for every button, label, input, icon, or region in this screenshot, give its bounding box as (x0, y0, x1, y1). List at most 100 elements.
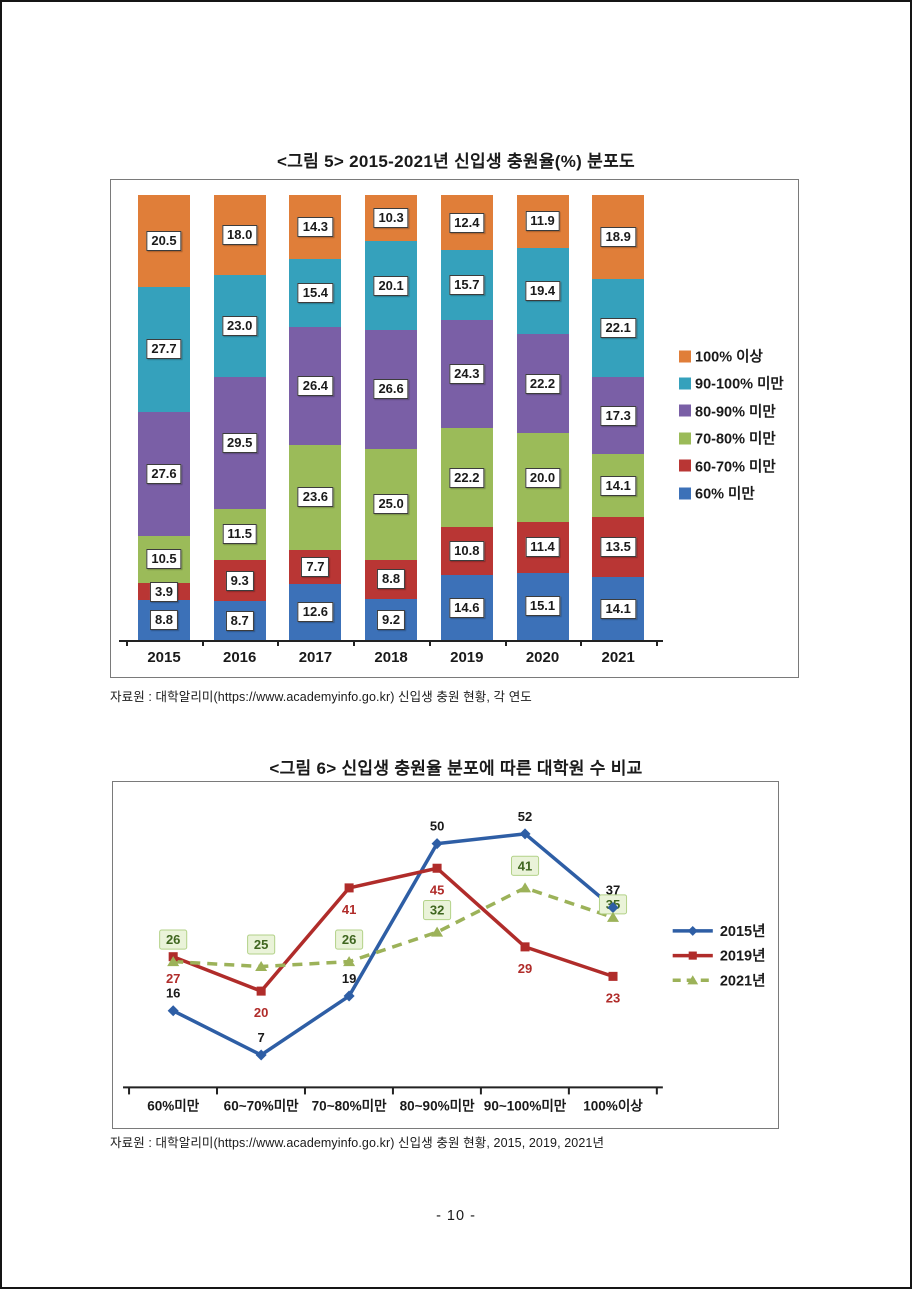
data-point-label: 16 (166, 986, 180, 1001)
legend-item: 90-100% 미만 (679, 373, 784, 394)
data-point-marker (255, 1049, 267, 1061)
x-axis-label: 2021 (601, 649, 635, 666)
legend-item: 100% 이상 (679, 346, 763, 367)
bar-value-label: 14.3 (297, 216, 334, 237)
x-axis-tick (353, 640, 356, 646)
bar-value-label: 20.5 (146, 231, 182, 252)
data-point-label: 37 (606, 883, 620, 898)
bar-value-label: 14.1 (600, 598, 636, 619)
bar-value-label: 9.2 (377, 609, 406, 630)
legend-label: 60% 미만 (695, 486, 755, 503)
data-point-label: 45 (430, 882, 444, 897)
bar-value-label: 9.3 (225, 570, 254, 591)
x-axis-tick (655, 640, 658, 646)
legend-label: 100% 이상 (695, 349, 763, 366)
bar-value-label: 12.6 (297, 601, 334, 622)
bar-value-label: 26.4 (297, 375, 334, 396)
bar-value-label: 18.0 (222, 225, 258, 246)
data-point-label-box (510, 855, 540, 876)
bar-value-label: 20.1 (373, 275, 409, 296)
figure6-source-note: 자료원 : 대학알리미(https://www.academyinfo.go.k… (110, 1136, 605, 1150)
legend-label: 60-70% 미만 (695, 459, 776, 476)
data-point-label: 41 (342, 902, 356, 917)
legend-label: 2019년 (720, 948, 766, 965)
bar-value-label: 22.2 (524, 373, 561, 394)
bar-value-label: 15.7 (449, 275, 485, 296)
data-point-label: 26 (166, 932, 180, 947)
bar-value-label: 10.8 (449, 541, 485, 561)
figure5-source-note: 자료원 : 대학알리미(https://www.academyinfo.go.k… (110, 690, 532, 704)
x-axis-label: 2016 (223, 649, 257, 666)
line-series (172, 832, 615, 1058)
x-axis-label: 70~80%미만 (312, 1098, 387, 1113)
data-point-label: 19 (342, 971, 356, 986)
data-point-marker (167, 1005, 179, 1017)
x-axis-tick (504, 640, 507, 646)
bar-value-label: 19.4 (524, 281, 561, 302)
data-point-marker (431, 926, 444, 937)
data-point-label: 26 (342, 932, 356, 947)
data-point-marker (256, 986, 266, 996)
line-series (173, 886, 614, 969)
bar-value-label: 24.3 (449, 364, 485, 385)
legend-swatch (679, 377, 691, 390)
figure5-stacked-bar-chart: 8.8 3.9 10.5 27.6 27.7 20.5 2015 8.7 9.3 11.5 29.5… (110, 179, 799, 678)
x-axis-label: 90~100%미만 (484, 1098, 567, 1113)
data-point-marker (520, 942, 530, 952)
x-axis-label: 2017 (298, 649, 333, 666)
data-point-label: 29 (518, 961, 532, 976)
legend-label: 2021년 (720, 972, 766, 989)
data-point-label: 7 (258, 1030, 265, 1045)
bar-value-label: 26.6 (373, 379, 409, 400)
legend-item: 60% 미만 (679, 483, 755, 504)
x-axis-tick (580, 640, 583, 646)
bar-value-label: 27.7 (146, 339, 182, 360)
legend-item: 80-90% 미만 (679, 400, 776, 421)
bar-value-label: 14.1 (600, 475, 636, 496)
x-axis-label: 80~90%미만 (400, 1098, 475, 1113)
data-point-label: 41 (518, 858, 532, 873)
x-axis-label: 100%이상 (583, 1097, 643, 1113)
data-point-marker (688, 951, 697, 960)
x-axis-tick (126, 640, 128, 646)
legend-label: 90-100% 미만 (695, 376, 784, 393)
data-point-marker (344, 883, 354, 893)
bar-value-label: 23.0 (222, 316, 258, 337)
data-point-label-box (247, 934, 276, 955)
legend-swatch (679, 459, 691, 472)
data-point-marker (519, 882, 532, 893)
data-point-marker (519, 828, 531, 840)
legend-swatch (679, 487, 691, 499)
bar-value-label: 23.6 (297, 487, 334, 508)
data-point-label-box (423, 900, 452, 921)
data-point-marker (255, 961, 268, 972)
bar-value-label: 15.4 (297, 282, 334, 303)
data-point-label-box (159, 929, 188, 950)
bar-value-label: 12.4 (449, 212, 485, 233)
bar-value-label: 17.3 (600, 405, 636, 426)
data-point-marker (432, 863, 442, 873)
legend-swatch (679, 432, 691, 445)
data-point-label-box (335, 929, 364, 950)
bar-value-label: 7.7 (301, 556, 330, 577)
bar-value-label: 13.5 (600, 537, 636, 558)
x-axis-label: 2020 (525, 649, 560, 666)
legend-item: 60-70% 미만 (679, 455, 776, 476)
bar-value-label: 25.0 (373, 494, 409, 515)
bar-value-label: 14.6 (449, 597, 485, 618)
data-point-marker (167, 956, 180, 967)
legend-swatch (679, 350, 691, 362)
data-point-label: 20 (254, 1005, 268, 1020)
x-axis (119, 640, 663, 642)
data-point-marker (343, 956, 356, 967)
x-axis-tick (428, 640, 431, 646)
bar-value-label: 8.8 (377, 569, 406, 590)
bar-value-label: 11.5 (222, 524, 257, 545)
x-axis-label: 2015 (147, 649, 181, 666)
bar-value-label: 8.7 (225, 610, 254, 631)
figure6-title: <그림 6> 신입생 충원율 분포에 따른 대학원 수 비교 (269, 759, 643, 778)
bar-value-label: 8.8 (149, 610, 179, 631)
data-point-label: 50 (430, 819, 444, 834)
x-axis-label: 60~70%미만 (224, 1098, 299, 1113)
